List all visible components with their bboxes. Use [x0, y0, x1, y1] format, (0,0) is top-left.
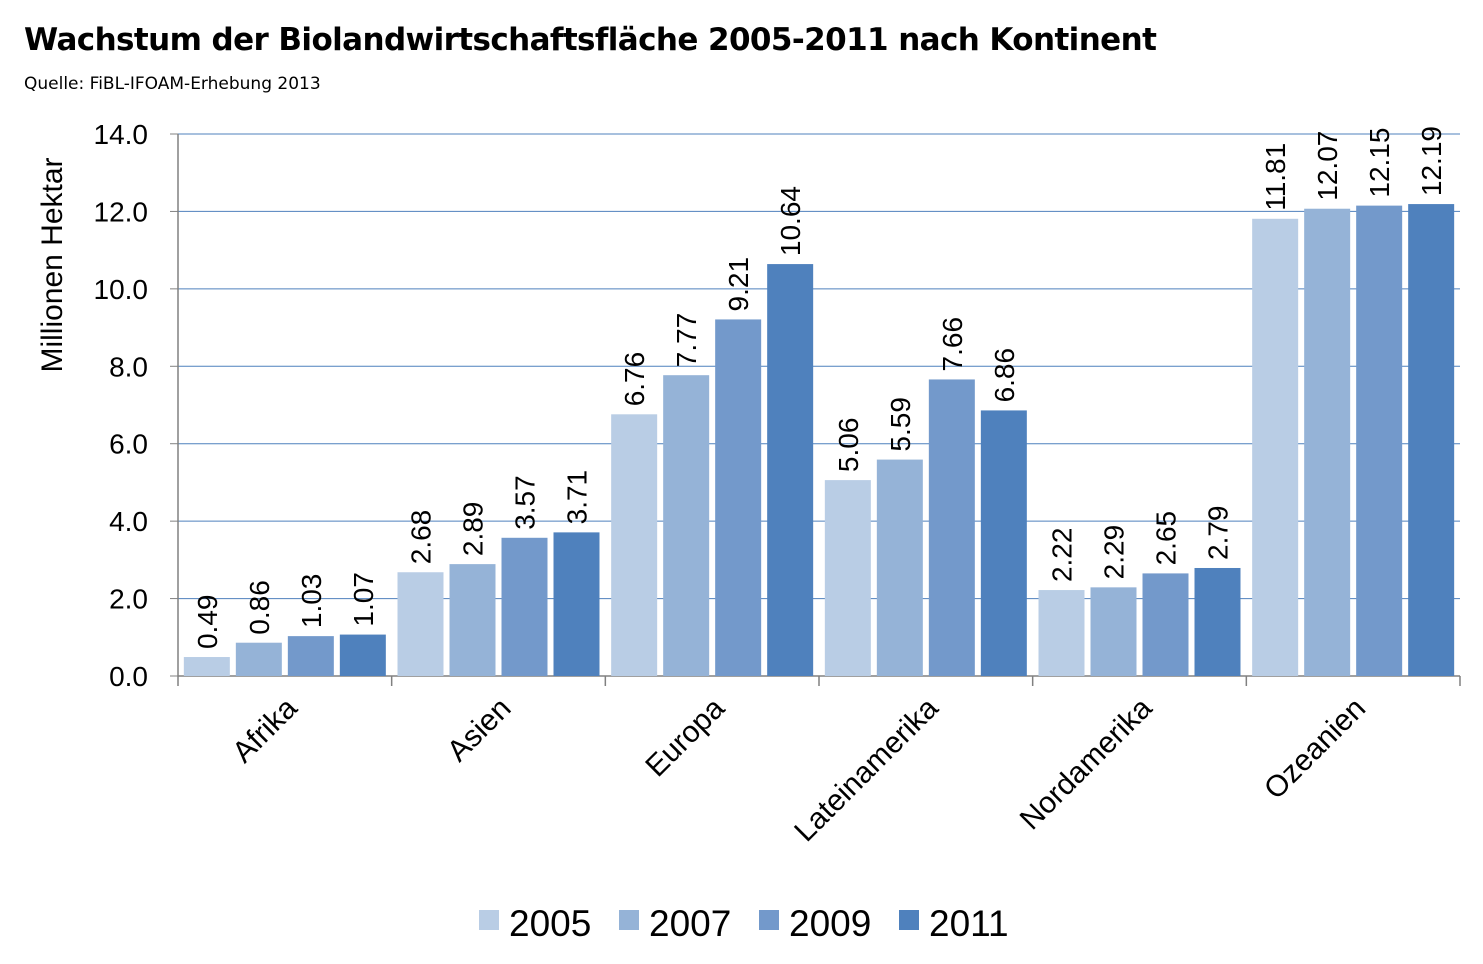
data-label: 2.79	[1203, 505, 1234, 560]
data-label: 5.06	[833, 418, 864, 473]
y-tick-label: 2.0	[109, 584, 148, 615]
data-label: 2.29	[1099, 525, 1130, 580]
x-category-label: Lateinamerika	[788, 691, 945, 848]
data-label: 12.19	[1416, 126, 1447, 196]
bar	[980, 410, 1027, 676]
bar	[1194, 567, 1241, 676]
data-label: 3.71	[562, 470, 593, 525]
y-tick-label: 0.0	[109, 661, 148, 692]
bar	[1252, 218, 1299, 676]
y-tick-label: 10.0	[94, 274, 149, 305]
data-label: 2.89	[458, 502, 489, 557]
data-label: 6.76	[619, 352, 650, 407]
y-tick-label: 14.0	[94, 119, 149, 150]
x-category-label: Nordamerika	[1014, 691, 1159, 836]
legend-label: 2009	[789, 903, 871, 944]
legend-swatch	[479, 910, 499, 930]
y-tick-label: 4.0	[109, 506, 148, 537]
bar	[928, 379, 975, 676]
bar	[715, 319, 762, 676]
y-tick-label: 12.0	[94, 196, 149, 227]
grid-lines	[178, 133, 1460, 600]
bar	[235, 642, 282, 676]
bar	[183, 657, 230, 676]
bar	[1408, 204, 1455, 676]
data-label: 0.86	[244, 580, 275, 635]
legend-label: 2007	[649, 903, 731, 944]
y-tick-label: 6.0	[109, 429, 148, 460]
x-category-label: Europa	[639, 691, 731, 783]
bar	[767, 264, 814, 676]
x-category-label: Asien	[441, 692, 517, 768]
y-tick-label: 8.0	[109, 351, 148, 382]
data-label: 3.57	[510, 475, 541, 530]
data-labels: 0.49 0.86 1.03 1.07 2.68 2.89 3.57 3.71 6.76 7.77…	[192, 126, 1447, 649]
bar	[876, 459, 923, 676]
data-label: 0.49	[192, 595, 223, 650]
x-category-label: Afrika	[226, 691, 304, 769]
bar	[1304, 208, 1351, 676]
bar	[553, 532, 600, 676]
legend-swatch	[759, 910, 779, 930]
data-label: 7.77	[671, 313, 702, 368]
legend-label: 2011	[929, 903, 1009, 944]
bar	[611, 414, 658, 676]
bar	[663, 375, 710, 676]
bar	[1038, 590, 1085, 676]
bar	[824, 480, 871, 676]
x-category-label: Ozeanien	[1258, 692, 1372, 806]
legend-swatch	[619, 910, 639, 930]
data-label: 10.64	[775, 186, 806, 256]
data-label: 1.03	[296, 574, 327, 629]
data-label: 5.59	[885, 397, 916, 452]
bars	[183, 204, 1455, 676]
data-label: 7.66	[937, 317, 968, 372]
bar	[1356, 205, 1403, 676]
chart-subtitle: Quelle: FiBL-IFOAM-Erhebung 2013	[24, 74, 321, 94]
bar	[501, 537, 548, 676]
chart-title: Wachstum der Biolandwirtschaftsfläche 20…	[24, 22, 1157, 58]
bar	[339, 634, 386, 676]
data-label: 9.21	[723, 257, 754, 312]
data-label: 12.15	[1364, 128, 1395, 198]
legend: 2005 2007 2009 2011	[479, 903, 1009, 944]
data-label: 11.81	[1260, 143, 1291, 211]
axes	[170, 133, 1461, 686]
data-label: 2.65	[1151, 511, 1182, 566]
bar	[397, 572, 444, 676]
bar	[449, 564, 496, 676]
bar	[287, 636, 334, 676]
data-label: 2.22	[1047, 528, 1078, 583]
data-label: 1.07	[348, 572, 379, 627]
bar	[1142, 573, 1189, 676]
data-label: 2.68	[406, 510, 437, 565]
data-label: 6.86	[989, 348, 1020, 402]
bar	[1090, 587, 1137, 676]
y-axis-title: Millionen Hektar	[36, 157, 69, 372]
legend-swatch	[899, 910, 919, 930]
data-label: 12.07	[1312, 131, 1343, 201]
legend-label: 2005	[509, 903, 591, 944]
